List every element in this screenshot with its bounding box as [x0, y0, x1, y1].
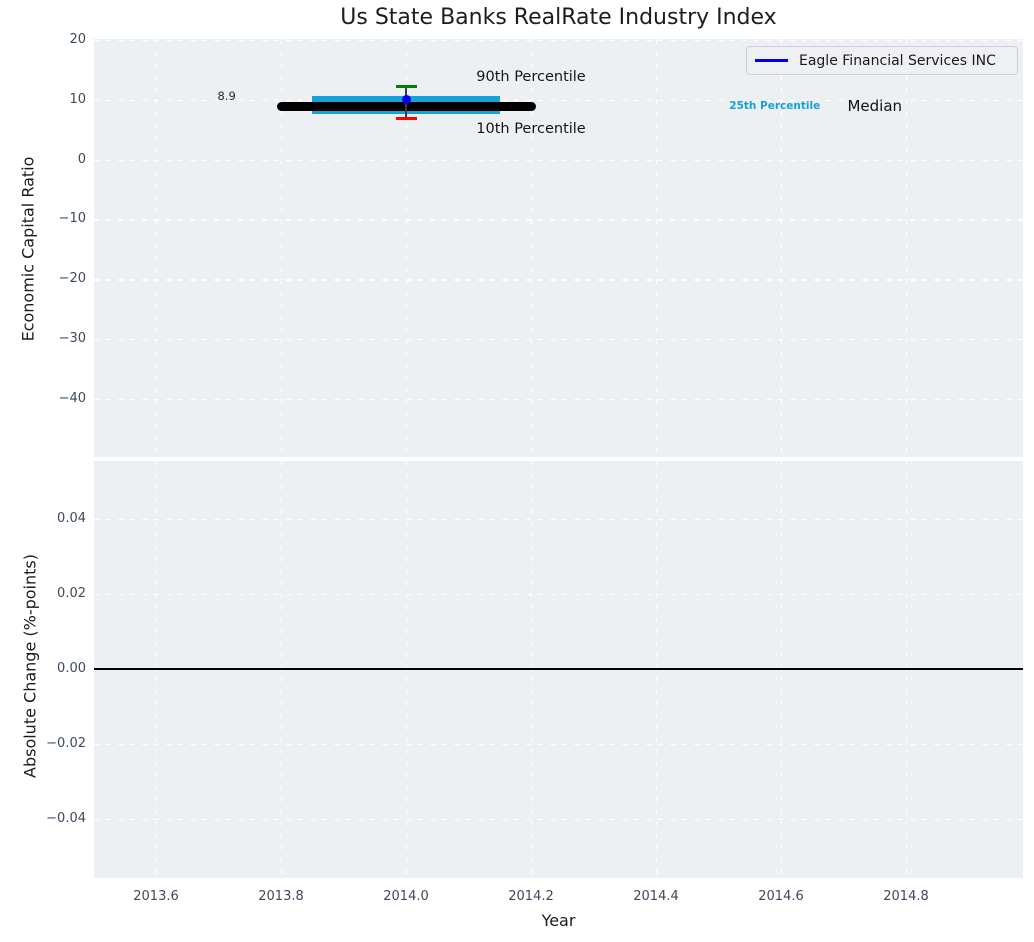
x-tick-label: 2014.8: [883, 889, 929, 904]
y-axis-label-top: Economic Capital Ratio: [18, 156, 38, 342]
gridline-horizontal: [94, 398, 1023, 401]
y-tick-label: −0.04: [46, 811, 86, 826]
gridline-vertical: [531, 39, 533, 457]
gridline-horizontal: [94, 99, 1023, 102]
y-tick-label: −30: [58, 331, 86, 347]
gridline-vertical: [406, 39, 408, 457]
label-90th-percentile: 90th Percentile: [476, 69, 586, 86]
errorbar-cap-90th: [395, 84, 417, 88]
y-tick-label: 0.04: [57, 511, 86, 526]
gridline-vertical: [781, 39, 783, 457]
x-axis-label: Year: [541, 911, 576, 930]
x-tick-label: 2013.6: [133, 889, 179, 904]
x-tick-label: 2014.2: [508, 889, 554, 904]
gridline-horizontal: [94, 219, 1023, 221]
zero-line: [94, 668, 1023, 670]
gridline-vertical: [156, 39, 158, 457]
y-tick-label: 0.02: [57, 586, 86, 601]
gridline-vertical: [656, 39, 658, 457]
gridline-horizontal: [94, 594, 1023, 596]
legend-line-sample: [755, 59, 788, 62]
median-value-label: 8.9: [217, 89, 236, 104]
y-tick-label: 20: [69, 32, 86, 47]
y-tick-label: −40: [58, 390, 86, 406]
label-median: Median: [847, 96, 903, 115]
y-tick-label: 10: [69, 91, 86, 107]
x-tick-label: 2013.8: [258, 889, 304, 904]
y-tick-label: −10: [58, 211, 86, 227]
legend-label: Eagle Financial Services INC: [799, 52, 996, 69]
x-tick-label: 2014.0: [383, 889, 429, 904]
gridline-horizontal: [94, 339, 1023, 341]
y-tick-label: −0.02: [46, 736, 86, 751]
gridline-horizontal: [94, 40, 1023, 42]
chart-title: Us State Banks RealRate Industry Index: [340, 5, 777, 30]
y-tick-label: 0: [77, 151, 86, 167]
gridline-horizontal: [94, 819, 1023, 821]
bottom-axes: [94, 461, 1023, 878]
gridline-horizontal: [94, 519, 1023, 521]
x-tick-label: 2014.4: [633, 889, 679, 904]
gridline-horizontal: [94, 159, 1023, 161]
gridline-vertical: [906, 39, 908, 457]
gridline-horizontal: [94, 744, 1023, 746]
gridline-horizontal: [94, 279, 1023, 281]
legend: Eagle Financial Services INC: [746, 46, 1018, 75]
y-tick-label: 0.00: [57, 661, 86, 676]
company-point: [401, 94, 411, 104]
gridline-vertical: [281, 39, 283, 457]
top-axes: [94, 39, 1023, 457]
label-25th-percentile: 25th Percentile: [729, 99, 821, 112]
label-10th-percentile: 10th Percentile: [476, 120, 586, 137]
errorbar-cap-10th: [395, 117, 417, 121]
x-tick-label: 2014.6: [758, 889, 804, 904]
y-tick-label: −20: [58, 271, 86, 287]
